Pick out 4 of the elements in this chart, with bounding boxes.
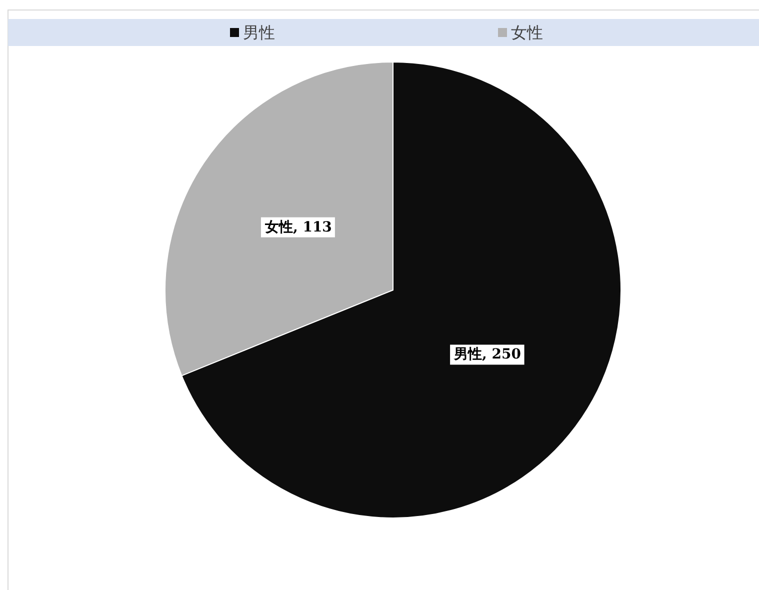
- data-label: 女性, 113: [264, 219, 332, 236]
- legend-label: 女性: [511, 23, 543, 42]
- data-label: 男性, 250: [453, 346, 522, 363]
- legend-label: 男性: [243, 23, 275, 42]
